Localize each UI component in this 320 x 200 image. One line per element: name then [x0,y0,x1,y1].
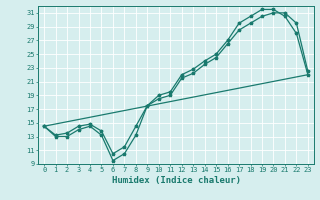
X-axis label: Humidex (Indice chaleur): Humidex (Indice chaleur) [111,176,241,185]
